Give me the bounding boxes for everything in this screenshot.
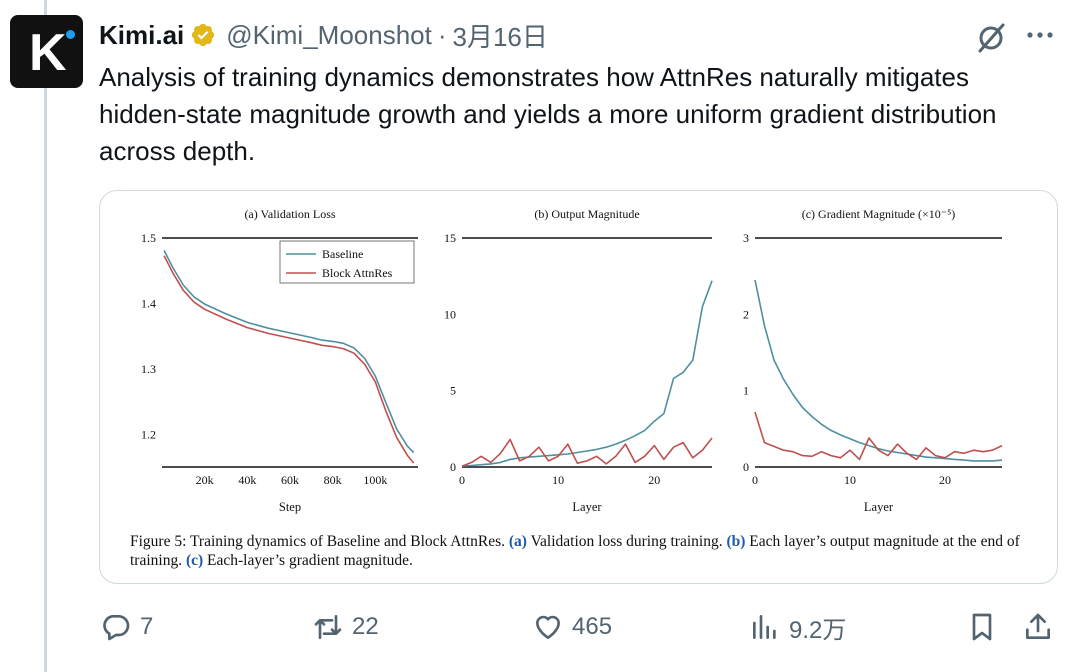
chart-2-xlabel: Layer: [572, 500, 602, 514]
heart-icon: [536, 615, 560, 639]
chart-3-xlabel: Layer: [864, 500, 894, 514]
caption-b-marker: (b): [726, 533, 746, 550]
chart-2-ytick-label: 10: [444, 307, 456, 321]
grok-icon[interactable]: [973, 20, 1009, 56]
avatar-letter: K: [29, 24, 67, 82]
author-handle[interactable]: @Kimi_Moonshot: [226, 19, 432, 50]
caption-c-marker: (c): [185, 552, 204, 569]
repost-icon: [314, 615, 342, 639]
like-button[interactable]: 465: [532, 605, 612, 649]
avatar[interactable]: K: [10, 15, 83, 88]
chart-2-title: (b) Output Magnitude: [534, 207, 639, 221]
chart-2-xtick-label: 20: [648, 473, 660, 487]
more-options-icon[interactable]: [1023, 20, 1057, 50]
caption-b: Each layer’s output magnitude at the end…: [130, 533, 1020, 569]
chart-1-xtick-label: 40k: [238, 473, 256, 487]
chart-3-ytick-label: 2: [743, 307, 749, 321]
bookmark-button[interactable]: [966, 605, 1006, 649]
chart-3-title: (c) Gradient Magnitude (×10⁻⁵): [802, 207, 956, 221]
tweet-text: Analysis of training dynamics demonstrat…: [99, 62, 997, 166]
caption-prefix: Figure 5: Training dynamics of Baseline …: [130, 533, 505, 550]
chart-2-ytick-label: 15: [444, 231, 456, 245]
views-button[interactable]: 9.2万: [749, 605, 846, 649]
dot-separator: ·: [437, 19, 447, 50]
chart-2-ytick-label: 5: [450, 384, 456, 398]
chart-1-title: (a) Validation Loss: [244, 207, 335, 221]
chart-1-xtick-label: 60k: [281, 473, 299, 487]
chart-1-legend-box: [279, 240, 415, 284]
share-button[interactable]: [1022, 605, 1062, 649]
caption-c: Each-layer’s gradient magnitude.: [207, 552, 413, 569]
chart-3-ytick-label: 3: [743, 231, 749, 245]
chart-2-series-block-attnres: [461, 437, 713, 467]
chart-1-series-baseline: [163, 250, 415, 454]
reply-icon: [103, 615, 130, 641]
chart-1-xtick-label: 100k: [363, 473, 387, 487]
chart-1-ytick-label: 1.3: [141, 362, 156, 376]
chart-2-ytick-label: 0: [450, 460, 456, 474]
chart-2-xtick-label: 0: [459, 473, 465, 487]
chart-3-xtick-label: 20: [939, 473, 951, 487]
chart-1-series-block-attnres: [163, 255, 415, 464]
avatar-dot: [66, 30, 75, 39]
caption-a-marker: (a): [508, 533, 527, 550]
chart-3-xtick-label: 0: [752, 473, 758, 487]
tweet-media[interactable]: (a) Validation Loss 1.2 1.3 1.4 1.5 20k 40k 60k…: [99, 190, 1058, 584]
thread-line: [44, 0, 47, 672]
reply-count: 7: [140, 613, 154, 640]
repost-button[interactable]: 22: [312, 605, 379, 649]
caption-a: Validation loss during training.: [530, 533, 723, 550]
chart-3-series-baseline: [754, 279, 1003, 462]
bookmark-icon: [972, 613, 992, 641]
chart-2-series-baseline: [461, 280, 713, 467]
chart-1-xlabel: Step: [279, 500, 301, 514]
action-bar: 7 22 465 9.2万: [0, 605, 1080, 649]
author-name[interactable]: Kimi.ai: [99, 19, 185, 50]
repost-count: 22: [352, 613, 379, 640]
like-count: 465: [572, 613, 613, 640]
chart-3-xtick-label: 10: [844, 473, 856, 487]
views-chart-icon: [753, 615, 776, 639]
chart-3-ytick-label: 0: [743, 460, 749, 474]
chart-1-legend-label: Baseline: [322, 247, 363, 261]
reply-button[interactable]: 7: [100, 605, 153, 649]
share-icon: [1026, 613, 1050, 639]
figure-charts: (a) Validation Loss 1.2 1.3 1.4 1.5 20k 40k 60k…: [141, 207, 1003, 514]
chart-1-xtick-label: 80k: [324, 473, 342, 487]
chart-1-ytick-label: 1.4: [141, 296, 156, 310]
chart-1-xtick-label: 20k: [196, 473, 214, 487]
tweet-header: Kimi.ai @Kimi_Moonshot · 3月16日: [99, 17, 548, 53]
chart-3-series-block-attnres: [754, 411, 1003, 461]
chart-3-ytick-label: 1: [743, 384, 749, 398]
chart-1-legend-label: Block AttnRes: [322, 266, 393, 280]
verified-badge-icon: [192, 23, 215, 47]
views-count: 9.2万: [789, 616, 847, 644]
figure-caption: Figure 5: Training dynamics of Baseline …: [130, 532, 1035, 570]
chart-1-ytick-label: 1.2: [141, 427, 156, 441]
chart-2-xtick-label: 10: [552, 473, 564, 487]
tweet-date[interactable]: 3月16日: [452, 21, 548, 52]
chart-1-ytick-label: 1.5: [141, 231, 156, 245]
